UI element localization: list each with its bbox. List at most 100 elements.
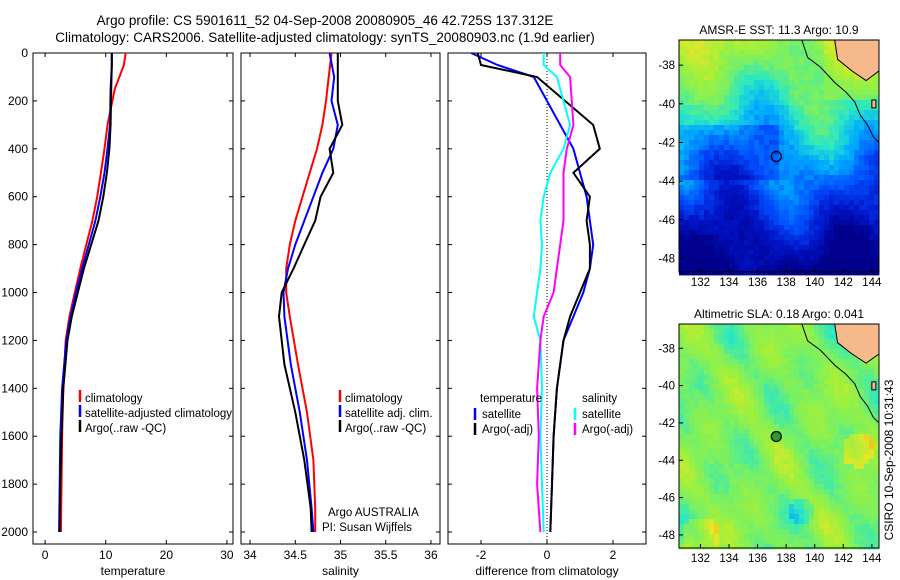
map-cell — [764, 105, 770, 111]
map-cell — [749, 170, 755, 176]
map-cell — [844, 240, 850, 246]
map-cell — [834, 210, 840, 216]
map-cell — [854, 240, 860, 246]
map-cell — [774, 195, 780, 201]
map-cell — [769, 439, 775, 445]
map-cell — [869, 424, 875, 430]
map-cell — [789, 449, 795, 455]
map-cell — [729, 190, 735, 196]
map-cell — [774, 349, 780, 355]
map-cell — [844, 464, 850, 470]
map-cell — [679, 459, 685, 465]
map-cell — [809, 339, 815, 345]
map-cell — [724, 120, 730, 126]
map-cell — [834, 160, 840, 166]
map-cell — [769, 110, 775, 116]
map-cell — [849, 399, 855, 405]
map-cell — [809, 404, 815, 410]
map-cell — [784, 494, 790, 500]
map-cell — [709, 265, 715, 271]
map-x-tick-label: 136 — [748, 553, 767, 565]
map-cell — [804, 115, 810, 121]
map-cell — [834, 449, 840, 455]
panel-temperature: 0 10 20 30020040060080010001200140016001800… — [1, 46, 234, 578]
map-cell — [759, 160, 765, 166]
map-cell — [709, 399, 715, 405]
map-cell — [749, 524, 755, 530]
map-cell — [874, 539, 880, 545]
map-cell — [809, 454, 815, 460]
map-cell — [684, 364, 690, 370]
map-cell — [859, 90, 865, 96]
map-cell — [754, 379, 760, 385]
map-cell — [734, 539, 740, 545]
map-cell — [719, 339, 725, 345]
map-cell — [829, 544, 835, 550]
map-cell — [714, 225, 720, 231]
map-cell — [799, 135, 805, 141]
map-cell — [774, 469, 780, 475]
map-cell — [709, 324, 715, 330]
map-cell — [689, 95, 695, 101]
map-cell — [869, 404, 875, 410]
map-cell — [809, 230, 815, 236]
map-cell — [859, 474, 865, 480]
map-cell — [764, 444, 770, 450]
map-cell — [764, 55, 770, 61]
map-cell — [809, 444, 815, 450]
map-cell — [839, 544, 845, 550]
map-cell — [784, 225, 790, 231]
map-cell — [684, 220, 690, 226]
map-cell — [689, 469, 695, 475]
map-cell — [824, 529, 830, 535]
map-cell — [714, 50, 720, 56]
map-cell — [814, 215, 820, 221]
map-cell — [719, 90, 725, 96]
map-cell — [724, 489, 730, 495]
map-cell — [869, 359, 875, 365]
map-cell — [744, 245, 750, 251]
map-cell — [759, 105, 765, 111]
map-cell — [689, 145, 695, 151]
map-cell — [694, 464, 700, 470]
map-cell — [764, 489, 770, 495]
map-cell — [684, 354, 690, 360]
map-cell — [704, 260, 710, 266]
map-cell — [784, 215, 790, 221]
map-cell — [829, 354, 835, 360]
map-cell — [874, 190, 880, 196]
map-cell — [779, 115, 785, 121]
map-cell — [874, 155, 880, 161]
map-cell — [854, 524, 860, 530]
map-cell — [709, 85, 715, 91]
map-cell — [864, 80, 870, 86]
map-cell — [834, 250, 840, 256]
map-cell — [694, 150, 700, 156]
map-cell — [849, 484, 855, 490]
map-cell — [844, 230, 850, 236]
map-cell — [694, 529, 700, 535]
map-cell — [779, 429, 785, 435]
map-cell — [694, 200, 700, 206]
map-cell — [729, 399, 735, 405]
map-cell — [779, 449, 785, 455]
map-cell — [689, 394, 695, 400]
map-cell — [684, 115, 690, 121]
map-cell — [864, 399, 870, 405]
map-cell — [804, 65, 810, 71]
map-cell — [799, 469, 805, 475]
map-cell — [729, 509, 735, 515]
map-cell — [794, 439, 800, 445]
map-cell — [719, 449, 725, 455]
map-cell — [709, 140, 715, 146]
map-cell — [739, 414, 745, 420]
map-cell — [689, 130, 695, 136]
map-cell — [854, 359, 860, 365]
map-cell — [869, 429, 875, 435]
map-cell — [794, 180, 800, 186]
map-cell — [764, 265, 770, 271]
map-cell — [739, 195, 745, 201]
map-cell — [734, 509, 740, 515]
map-cell — [704, 170, 710, 176]
map-cell — [864, 499, 870, 505]
